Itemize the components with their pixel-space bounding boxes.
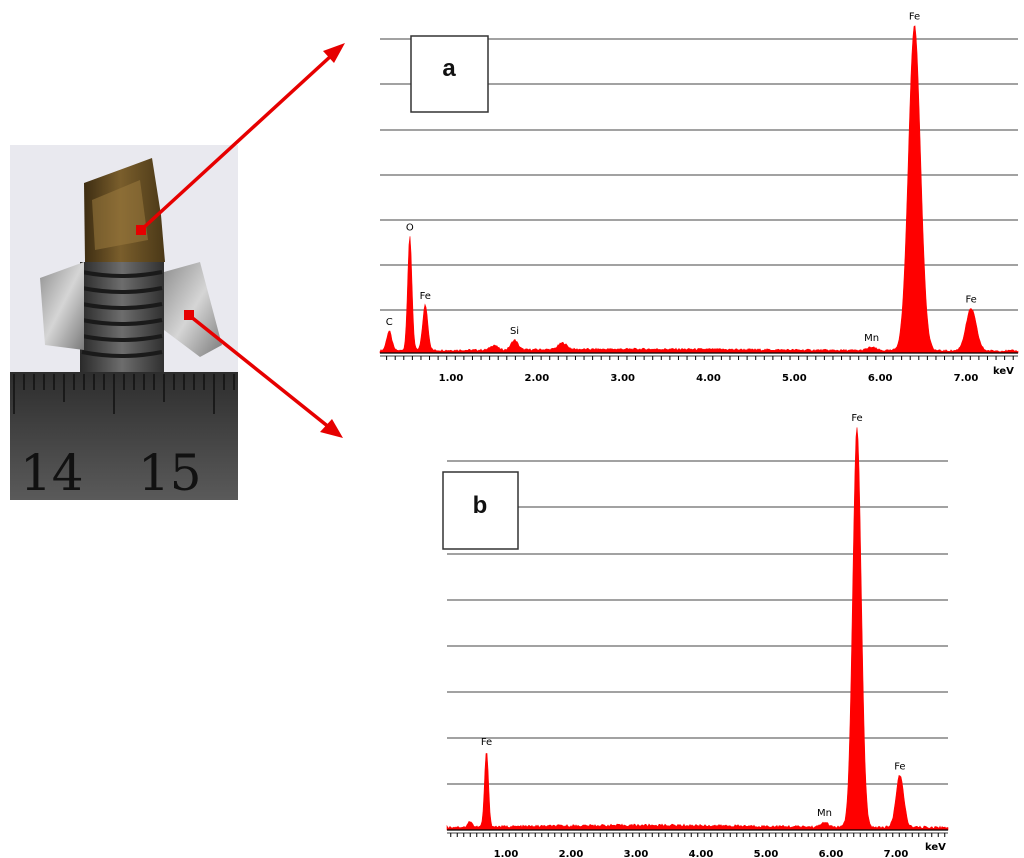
- thread-ridge: [81, 286, 163, 294]
- arrow-to-a-head: [323, 43, 345, 63]
- ruler: [10, 372, 238, 500]
- thread-ridge: [81, 302, 163, 310]
- thread-ridge: [81, 318, 163, 326]
- peak-label-mn: Mn: [864, 333, 879, 344]
- arrows: [136, 43, 345, 438]
- peak-labels: Fe Mn Fe Fe: [481, 413, 906, 819]
- spectrum-area: [446, 427, 949, 831]
- ruler-label-14: 14: [20, 444, 84, 502]
- peak-label-fe: Fe: [481, 737, 492, 748]
- peak-label-fe: Fe: [965, 295, 976, 306]
- bolt-left-wing: [40, 262, 84, 350]
- x-tick-label: 3.00: [610, 373, 635, 384]
- arrow-to-b-origin: [184, 310, 194, 320]
- x-tick-label: 6.00: [819, 849, 844, 858]
- x-tick-label: 1.00: [439, 373, 464, 384]
- ruler-ticks: [13, 374, 235, 414]
- peak-label-fe: Fe: [894, 761, 905, 772]
- x-tick-label: 2.00: [559, 849, 584, 858]
- gridlines: [447, 460, 948, 785]
- thread-ridge: [81, 350, 163, 358]
- x-tick-label: 3.00: [624, 849, 649, 858]
- arrow-to-b: [188, 314, 332, 430]
- panel-label: a: [442, 55, 456, 82]
- peak-label-fe: Fe: [851, 413, 862, 424]
- panel-label: b: [473, 492, 488, 519]
- x-axis: 1.00 2.00 3.00 4.00 5.00 6.00 7.00: [380, 352, 1018, 384]
- peak-label-c: C: [386, 317, 393, 328]
- x-tick-label: 5.00: [754, 849, 779, 858]
- spectrum-area: [379, 25, 1019, 354]
- peak-label-mn: Mn: [817, 808, 832, 819]
- eds-spectrum-a: 1.00 2.00 3.00 4.00 5.00 6.00 7.00 C O Fe Si Mn Fe F…: [379, 12, 1019, 384]
- ruler-label-15: 15: [138, 444, 202, 502]
- arrow-to-a: [139, 53, 334, 232]
- x-axis-unit: keV: [925, 842, 946, 853]
- x-tick-label: 1.00: [494, 849, 519, 858]
- thread-ridge: [81, 334, 163, 342]
- x-tick-label: 7.00: [954, 373, 979, 384]
- arrow-to-a-origin: [136, 225, 146, 235]
- thread-ridges: [81, 270, 163, 358]
- x-tick-label: 7.00: [884, 849, 909, 858]
- x-tick-label: 5.00: [782, 373, 807, 384]
- bolt-right-wing: [164, 262, 222, 357]
- thread-ridge: [81, 270, 163, 278]
- panel-label-box: a: [410, 35, 489, 113]
- spectrum-trace: [379, 25, 1019, 354]
- x-axis: 1.00 2.00 3.00 4.00 5.00 6.00 7.00: [447, 829, 948, 858]
- peak-label-si: Si: [510, 326, 519, 337]
- peak-label-o: O: [406, 223, 414, 234]
- x-tick-label: 4.00: [689, 849, 714, 858]
- peak-labels: C O Fe Si Mn Fe Fe: [386, 12, 977, 345]
- panel-label-box: b: [442, 471, 519, 550]
- peak-label-fe: Fe: [909, 12, 920, 23]
- bolt-head-highlight: [92, 180, 148, 250]
- x-tick-label: 6.00: [868, 373, 893, 384]
- arrow-to-b-head: [320, 419, 343, 438]
- x-axis-unit: keV: [993, 366, 1014, 377]
- peak-label-fe: Fe: [420, 291, 431, 302]
- x-tick-label: 2.00: [524, 373, 549, 384]
- spectrum-trace: [446, 427, 949, 831]
- x-tick-label: 4.00: [696, 373, 721, 384]
- bolt-photo: 14 15: [10, 145, 238, 502]
